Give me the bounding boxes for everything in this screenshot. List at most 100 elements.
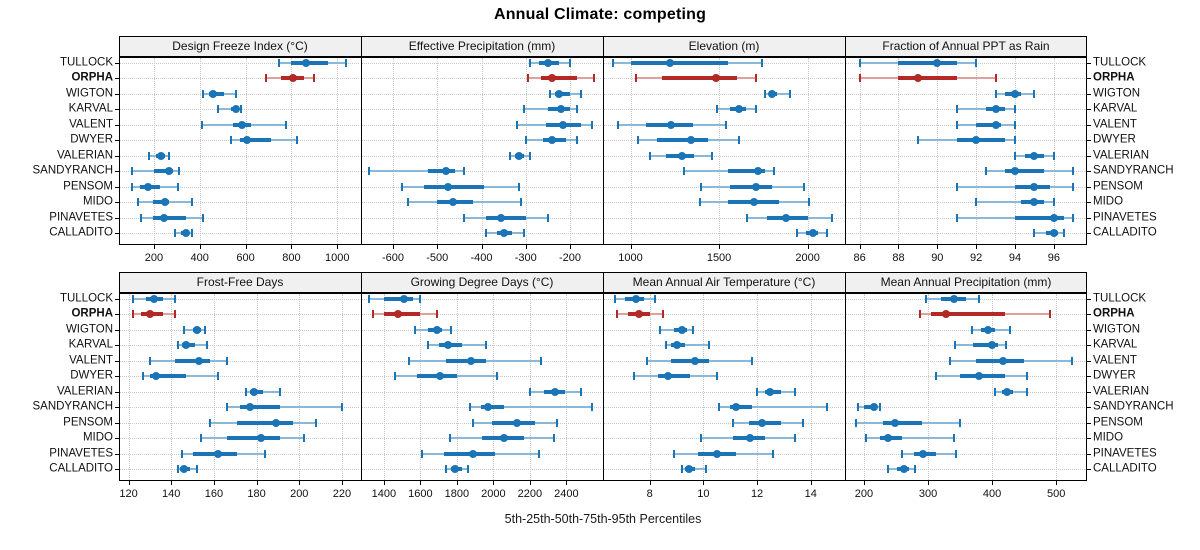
site-label: TULLOCK (59, 291, 113, 304)
axis-tick-label: 1600 (408, 488, 433, 500)
median-dot (667, 120, 676, 129)
median-dot (1011, 89, 1020, 98)
whisker-cap-low (413, 325, 416, 334)
whisker-cap-high (202, 213, 205, 222)
axis-tick (456, 481, 458, 485)
whisker-cap-low (217, 105, 220, 113)
whisker-cap-low (201, 120, 204, 129)
site-label: TULLOCK (1093, 55, 1147, 68)
median-dot (515, 151, 524, 160)
axis-tick-label: 2200 (517, 488, 543, 500)
whisker-cap-low (919, 310, 922, 318)
axis-tick-label: 2000 (481, 488, 506, 500)
median-dot (941, 310, 950, 318)
site-label: TULLOCK (1093, 291, 1147, 304)
whisker-cap-low (180, 449, 183, 458)
whisker-cap-low (949, 356, 952, 365)
iqr-bar (239, 138, 271, 142)
iqr-bar (662, 76, 737, 80)
axis-tick (199, 245, 201, 249)
iqr-bar (149, 374, 187, 378)
axis-tick (898, 245, 900, 249)
median-dot (949, 294, 958, 303)
whisker-cap-high (546, 213, 549, 222)
median-dot (399, 294, 408, 303)
row-tick (1087, 376, 1091, 377)
axis-tick-label: 180 (247, 488, 266, 500)
whisker-cap-high (518, 182, 521, 191)
median-dot (998, 356, 1007, 365)
gridline-horizontal (362, 109, 601, 110)
gridline-vertical (481, 58, 483, 244)
median-dot (497, 213, 506, 222)
whisker-cap-low (148, 151, 151, 160)
row-tick (1087, 469, 1091, 470)
axis-tick (703, 481, 705, 485)
chart-title: Annual Climate: competing (493, 6, 707, 23)
whisker-cap-low (183, 325, 186, 334)
median-dot (256, 434, 265, 442)
row-tick (1087, 140, 1091, 141)
whisker-cap-high (1005, 341, 1008, 349)
whisker-cap-high (878, 403, 881, 411)
whisker-cap-low (864, 434, 867, 442)
percentile-whisker (976, 201, 1054, 203)
whisker-cap-low (173, 229, 176, 237)
whisker-cap-high (522, 229, 525, 237)
axis-tick (1056, 481, 1058, 485)
gridline-vertical (199, 58, 201, 244)
whisker-cap-high (1026, 387, 1029, 396)
whisker-cap-low (400, 182, 403, 191)
whisker-cap-low (524, 136, 527, 144)
axis-tick (481, 245, 483, 249)
whisker-cap-low (484, 229, 487, 237)
median-dot (554, 89, 563, 98)
axis-tick (299, 481, 301, 485)
whisker-cap-low (244, 387, 247, 396)
whisker-cap-high (235, 89, 238, 98)
gridline-vertical (719, 58, 721, 244)
median-dot (918, 449, 927, 458)
whisker-cap-low (426, 341, 429, 349)
median-dot (161, 198, 170, 206)
whisker-cap-high (167, 151, 170, 160)
whisker-cap-high (1026, 372, 1029, 380)
gridline-vertical (898, 58, 900, 244)
axis-tick-label: 1000 (618, 252, 643, 264)
whisker-cap-high (174, 294, 177, 303)
gridline-vertical (153, 58, 155, 244)
row-tick (115, 217, 119, 219)
median-dot (808, 229, 817, 237)
whisker-cap-low (462, 213, 465, 222)
axis-tick (630, 245, 632, 249)
row-tick (115, 109, 119, 110)
median-dot (548, 136, 557, 144)
axis-tick-label: 200 (290, 488, 309, 500)
median-dot (394, 310, 403, 318)
whisker-cap-low (1014, 151, 1017, 160)
median-dot (1030, 182, 1039, 191)
whisker-cap-low (371, 310, 374, 318)
axis-tick-label: 2400 (554, 488, 579, 500)
median-dot (988, 341, 997, 349)
row-tick (1087, 298, 1091, 300)
axis-tick (337, 245, 339, 249)
whisker-cap-high (178, 167, 181, 175)
median-dot (467, 356, 476, 365)
whisker-cap-high (217, 372, 220, 380)
whisker-cap-high (793, 434, 796, 442)
gridline-vertical (341, 294, 343, 480)
site-label: TULLOCK (59, 55, 113, 68)
median-dot (1002, 387, 1011, 396)
whisker-cap-low (131, 310, 134, 318)
whisker-cap-high (206, 341, 209, 349)
gridline-vertical (992, 294, 994, 480)
gridline-vertical (299, 294, 301, 480)
median-dot (750, 198, 759, 206)
axis-tick-label: 14 (804, 488, 817, 500)
percentile-whisker (218, 108, 241, 110)
median-dot (711, 74, 720, 82)
whisker-cap-high (279, 387, 282, 396)
whisker-cap-high (1071, 356, 1074, 365)
